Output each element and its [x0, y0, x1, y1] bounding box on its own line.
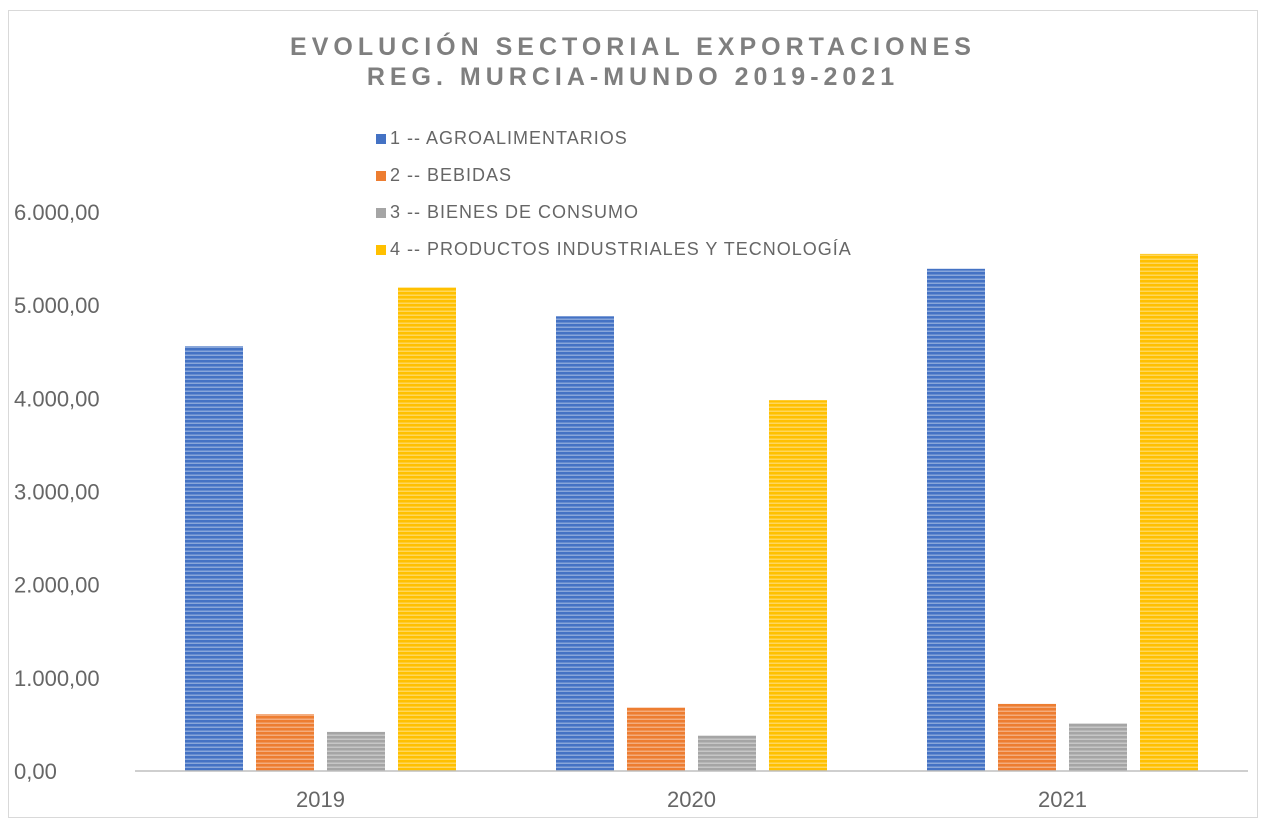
x-tick-label: 2019 [296, 787, 345, 812]
bar [627, 707, 685, 771]
y-tick-label: 6.000,00 [14, 200, 100, 225]
legend-swatch [376, 170, 386, 181]
legend-label: 2 -- BEBIDAS [390, 165, 513, 185]
legend-item: 1 -- AGROALIMENTARIOS [376, 120, 852, 157]
y-tick-label: 3.000,00 [14, 480, 100, 505]
x-tick-label: 2020 [667, 787, 716, 812]
bar [185, 346, 243, 771]
bar [327, 731, 385, 771]
bar [256, 714, 314, 771]
y-tick-label: 5.000,00 [14, 293, 100, 318]
chart-legend: 1 -- AGROALIMENTARIOS 2 -- BEBIDAS 3 -- … [376, 120, 852, 268]
legend-item: 4 -- PRODUCTOS INDUSTRIALES Y TECNOLOGÍA [376, 231, 852, 268]
bar [769, 400, 827, 771]
y-tick-label: 4.000,00 [14, 386, 100, 411]
x-axis: 2019 2020 2021 [296, 787, 1087, 812]
x-tick-label: 2021 [1038, 787, 1087, 812]
bar [1140, 253, 1198, 771]
legend-label: 4 -- PRODUCTOS INDUSTRIALES Y TECNOLOGÍA [390, 239, 852, 259]
bar [698, 735, 756, 771]
legend-label: 3 -- BIENES DE CONSUMO [390, 202, 640, 222]
bars [185, 253, 1198, 771]
legend-item: 3 -- BIENES DE CONSUMO [376, 194, 852, 231]
bar [398, 287, 456, 771]
y-tick-label: 1.000,00 [14, 666, 100, 691]
legend-swatch [376, 207, 386, 218]
bar [1069, 723, 1127, 771]
y-tick-label: 2.000,00 [14, 573, 100, 598]
legend-label: 1 -- AGROALIMENTARIOS [390, 128, 628, 148]
chart-title: EVOLUCIÓN SECTORIAL EXPORTACIONES REG. M… [0, 32, 1266, 92]
y-tick-label: 0,00 [14, 759, 57, 784]
bar [556, 316, 614, 771]
legend-swatch [376, 133, 386, 144]
legend-swatch [376, 244, 386, 255]
bar [927, 268, 985, 771]
legend-item: 2 -- BEBIDAS [376, 157, 852, 194]
bar [998, 703, 1056, 771]
chart-title-line-1: EVOLUCIÓN SECTORIAL EXPORTACIONES [290, 33, 976, 61]
y-axis: 0,00 1.000,00 2.000,00 3.000,00 4.000,00 5.00… [14, 200, 100, 784]
chart-title-line-2: REG. MURCIA-MUNDO 2019-2021 [366, 63, 900, 91]
